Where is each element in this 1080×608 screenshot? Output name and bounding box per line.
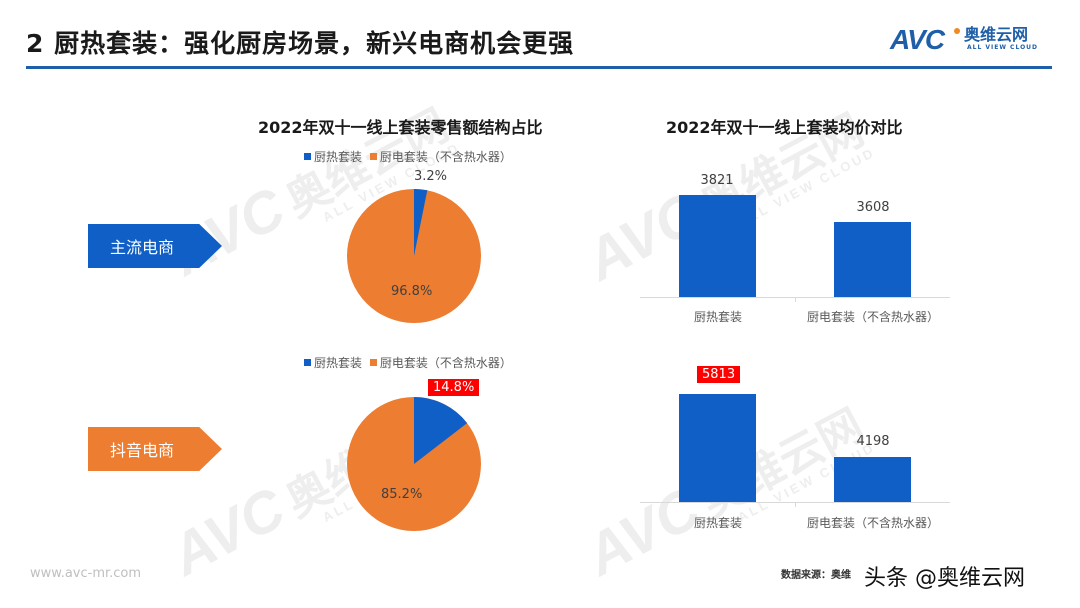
bar-value: 3608 — [856, 200, 890, 215]
x-axis-label: 厨电套装（不含热水器） — [806, 516, 939, 530]
tag-mainstream-ecommerce: 主流电商 — [88, 224, 222, 268]
bar-value-highlight: 5813 — [697, 366, 741, 383]
x-axis-tick — [795, 502, 796, 507]
pie-legend: 厨热套装 厨电套装（不含热水器） — [304, 148, 512, 165]
pie-chart-title: 2022年双十一线上套装零售额结构占比 — [258, 118, 543, 137]
bar-chart-title: 2022年双十一线上套装均价对比 — [666, 118, 903, 137]
avc-logo: AVC 奥维云网 ALL VIEW CLOUD — [890, 25, 1055, 55]
legend-swatch-orange — [369, 153, 377, 160]
bar-kitchen-heat — [679, 394, 756, 502]
bar-kitchen-elec — [834, 222, 911, 297]
pie-chart-douyin — [347, 397, 481, 531]
logo-name-cn: 奥维云网 — [964, 25, 1029, 44]
bar-value: 4198 — [856, 434, 890, 449]
x-axis-tick — [795, 297, 796, 302]
bar-kitchen-heat — [679, 195, 756, 297]
bar-kitchen-elec — [834, 457, 911, 502]
pie-label-kitchen-heat: 3.2% — [414, 169, 448, 184]
legend-swatch-blue — [304, 153, 311, 160]
logo-name-en: ALL VIEW CLOUD — [967, 44, 1039, 51]
x-axis-label: 厨热套装 — [693, 516, 742, 530]
toutiao-watermark: 头条 @奥维云网 — [864, 566, 1025, 591]
pie-chart-mainstream — [347, 189, 481, 323]
legend-swatch-blue — [304, 359, 311, 366]
pie-legend: 厨热套装 厨电套装（不含热水器） — [304, 354, 512, 371]
x-axis-label: 厨电套装（不含热水器） — [806, 310, 939, 324]
bar-value: 3821 — [700, 173, 734, 188]
footer-url: www.avc-mr.com — [30, 566, 142, 581]
pie-label-kitchen-heat-highlight: 14.8% — [428, 379, 480, 396]
tag-douyin-ecommerce: 抖音电商 — [88, 427, 222, 471]
data-source: 数据来源：奥维 — [781, 570, 851, 581]
title-divider — [26, 66, 1052, 69]
logo-mark: AVC — [890, 24, 945, 55]
logo-dot-icon — [954, 28, 960, 34]
legend-swatch-orange — [369, 359, 377, 366]
pie-label-kitchen-elec: 85.2% — [381, 487, 423, 502]
x-axis-label: 厨热套装 — [693, 310, 742, 324]
pie-label-kitchen-elec: 96.8% — [391, 284, 433, 299]
page-title: 2 厨热套装：强化厨房场景，新兴电商机会更强 — [26, 29, 575, 58]
